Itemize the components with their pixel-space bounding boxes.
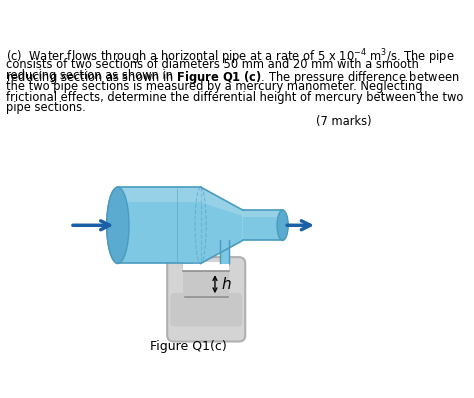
Bar — [243, 210, 283, 240]
Text: $h$: $h$ — [220, 276, 231, 292]
Bar — [220, 240, 229, 264]
FancyBboxPatch shape — [170, 293, 242, 326]
Text: pipe sections.: pipe sections. — [6, 101, 85, 115]
FancyBboxPatch shape — [167, 257, 245, 341]
Text: reducing section as shown in $\mathbf{Figure\ Q1\ (c)}$. The pressure difference: reducing section as shown in $\mathbf{Fi… — [6, 69, 459, 86]
Text: frictional effects, determine the differential height of mercury between the two: frictional effects, determine the differ… — [6, 91, 463, 104]
Bar — [243, 210, 283, 217]
Bar — [183, 271, 229, 297]
Bar — [183, 263, 193, 265]
Polygon shape — [201, 187, 243, 263]
Text: Figure Q1(c): Figure Q1(c) — [150, 340, 227, 353]
Text: reducing section as shown in: reducing section as shown in — [6, 69, 176, 82]
Ellipse shape — [277, 210, 288, 240]
Polygon shape — [201, 187, 243, 216]
Ellipse shape — [107, 187, 129, 263]
Bar — [183, 262, 229, 318]
Text: the two pipe sections is measured by a mercury manometer. Neglecting: the two pipe sections is measured by a m… — [6, 80, 422, 93]
Text: consists of two sections of diameters 50 mm and 20 mm with a smooth: consists of two sections of diameters 50… — [6, 59, 419, 72]
Text: (c)  Water flows through a horizontal pipe at a rate of 5 x 10$^{-4}$ m$^3$/s. T: (c) Water flows through a horizontal pip… — [6, 48, 454, 67]
Bar — [118, 187, 201, 263]
Bar — [220, 240, 229, 265]
Text: (7 marks): (7 marks) — [316, 115, 372, 128]
Bar — [183, 263, 193, 264]
Bar — [118, 187, 201, 202]
